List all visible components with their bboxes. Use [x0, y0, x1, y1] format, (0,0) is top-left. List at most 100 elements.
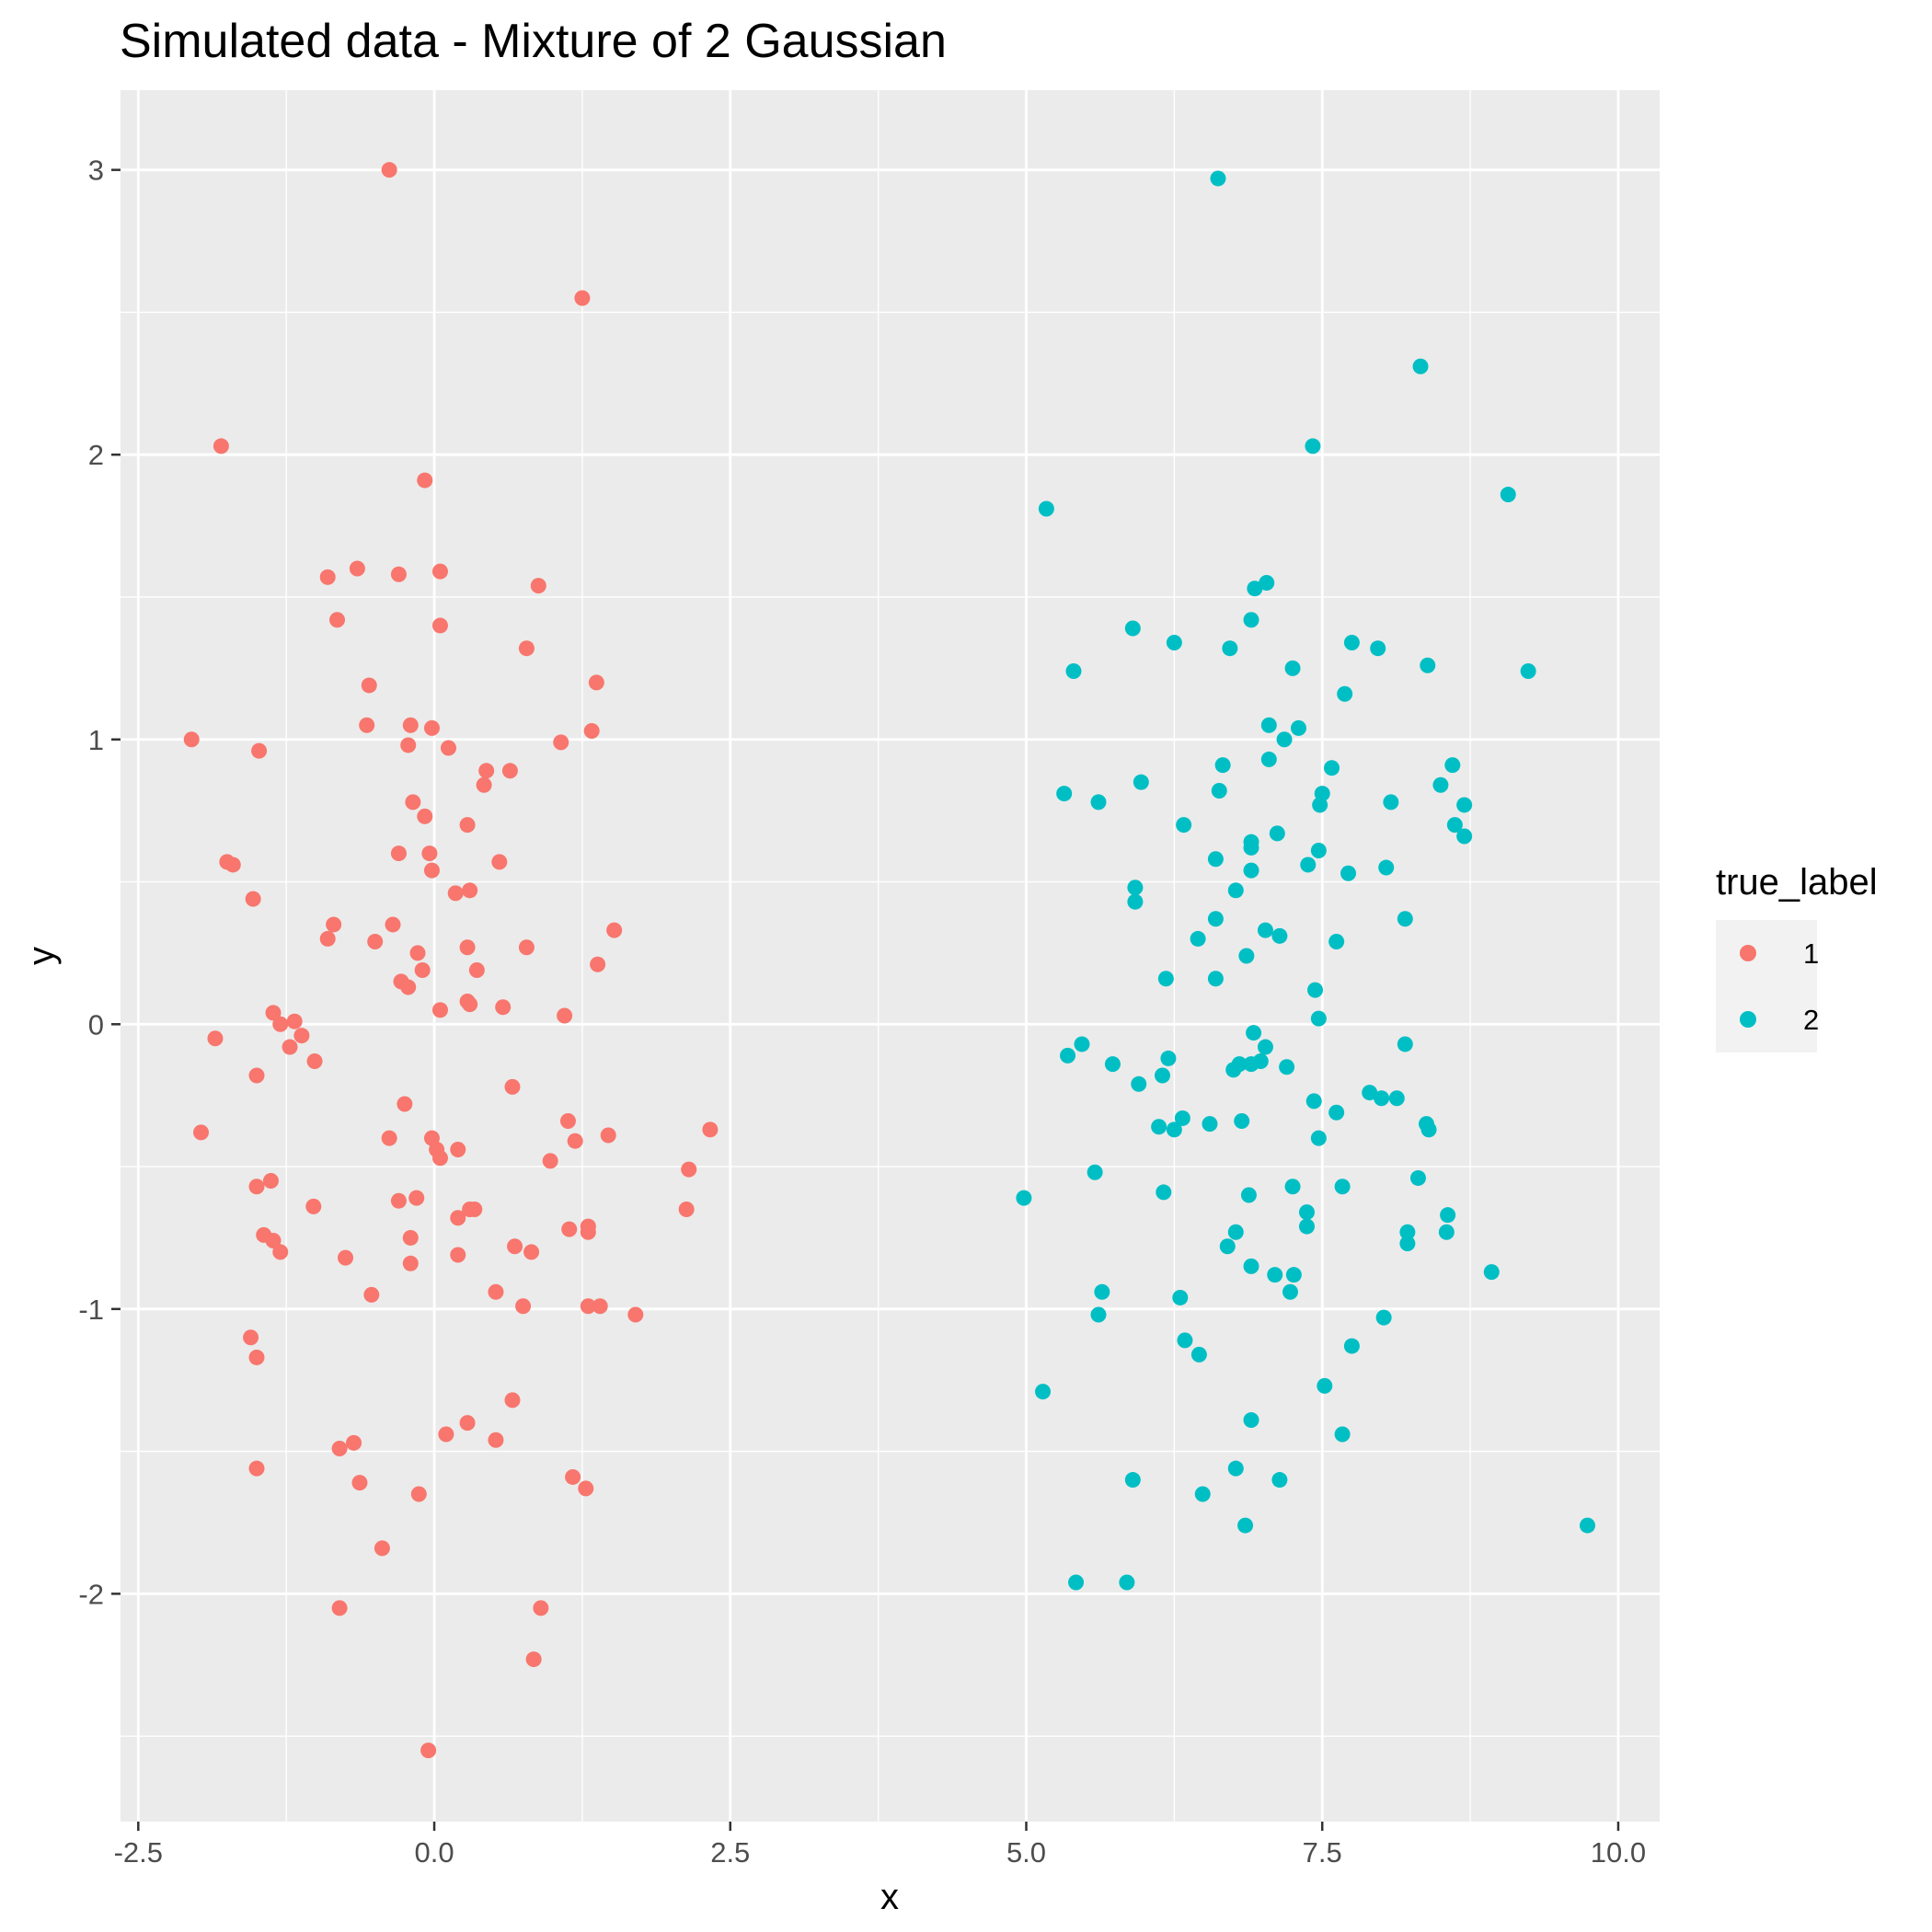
- point-series-1: [272, 1016, 289, 1032]
- legend-label-1: 1: [1803, 937, 1819, 970]
- point-series-1: [588, 674, 604, 691]
- point-series-2: [1035, 1384, 1052, 1400]
- point-series-1: [600, 1127, 616, 1144]
- point-series-2: [1174, 1110, 1190, 1126]
- point-series-1: [286, 1013, 303, 1029]
- point-series-2: [1238, 948, 1255, 964]
- point-series-1: [491, 854, 508, 870]
- point-series-2: [1440, 1207, 1456, 1224]
- point-series-1: [553, 734, 569, 751]
- point-series-2: [1378, 859, 1395, 876]
- point-series-1: [578, 1480, 594, 1497]
- point-series-2: [1310, 1130, 1327, 1146]
- point-series-2: [1375, 1309, 1392, 1326]
- point-series-2: [1160, 1050, 1177, 1066]
- point-series-1: [306, 1053, 323, 1070]
- point-series-1: [243, 1329, 259, 1346]
- point-series-2: [1438, 1224, 1455, 1240]
- point-series-2: [1412, 358, 1429, 374]
- point-series-1: [346, 1434, 362, 1451]
- point-series-2: [1243, 1056, 1259, 1073]
- point-series-2: [1119, 1574, 1135, 1591]
- point-series-1: [193, 1124, 210, 1141]
- plot-panel: [121, 90, 1660, 1822]
- point-series-2: [1207, 971, 1224, 987]
- point-series-1: [245, 891, 261, 907]
- point-series-2: [1298, 1218, 1315, 1235]
- point-series-1: [423, 862, 440, 879]
- point-series-1: [282, 1039, 298, 1055]
- point-series-2: [1257, 1039, 1273, 1055]
- point-series-2: [1222, 640, 1238, 657]
- point-series-1: [557, 1007, 573, 1024]
- point-series-2: [1068, 1574, 1085, 1591]
- point-series-1: [351, 1475, 368, 1491]
- point-series-2: [1383, 794, 1399, 811]
- point-series-2: [1260, 751, 1277, 767]
- point-series-1: [402, 1255, 419, 1271]
- x-tick-label: 5.0: [1006, 1836, 1046, 1869]
- point-series-2: [1312, 797, 1328, 813]
- point-series-1: [293, 1028, 310, 1044]
- point-series-2: [1227, 1224, 1244, 1240]
- point-series-2: [1388, 1090, 1405, 1107]
- point-series-2: [1124, 620, 1141, 637]
- point-series-2: [1094, 1283, 1110, 1300]
- point-series-1: [420, 1742, 437, 1759]
- point-series-2: [1131, 1075, 1147, 1092]
- point-series-2: [1166, 1121, 1182, 1138]
- point-series-1: [476, 776, 492, 793]
- point-series-1: [678, 1201, 695, 1217]
- point-series-1: [374, 1540, 390, 1557]
- point-series-2: [1065, 662, 1082, 679]
- point-series-2: [1370, 640, 1386, 657]
- point-series-2: [1243, 1258, 1259, 1274]
- point-series-2: [1300, 857, 1317, 873]
- point-series-2: [1267, 1267, 1283, 1283]
- point-series-2: [1399, 1224, 1416, 1240]
- point-series-2: [1340, 865, 1357, 881]
- point-series-2: [1446, 817, 1463, 834]
- legend-key-2: [1740, 1011, 1756, 1028]
- point-series-2: [1016, 1190, 1032, 1206]
- point-series-2: [1271, 927, 1288, 944]
- point-series-2: [1154, 1067, 1170, 1084]
- point-series-2: [1456, 828, 1473, 845]
- point-series-2: [1166, 635, 1182, 651]
- point-series-2: [1207, 911, 1224, 927]
- point-series-1: [248, 1179, 265, 1195]
- point-series-1: [272, 1244, 289, 1260]
- point-series-2: [1227, 882, 1244, 899]
- point-series-1: [565, 1468, 581, 1485]
- point-series-2: [1104, 1056, 1121, 1073]
- y-tick-label: 2: [88, 439, 104, 471]
- point-series-1: [431, 617, 448, 634]
- point-series-2: [1214, 757, 1231, 774]
- point-series-2: [1074, 1036, 1090, 1052]
- grid-minor: [121, 90, 1660, 1822]
- point-series-1: [459, 994, 476, 1010]
- grid-major: [121, 90, 1660, 1822]
- point-series-1: [459, 939, 476, 956]
- point-series-1: [450, 1247, 466, 1263]
- point-series-1: [592, 1298, 608, 1315]
- point-series-2: [1520, 662, 1536, 679]
- point-series-2: [1257, 922, 1273, 938]
- point-series-2: [1090, 794, 1107, 811]
- point-series-1: [459, 817, 476, 834]
- point-series-2: [1060, 1047, 1076, 1064]
- point-series-2: [1310, 842, 1327, 858]
- point-series-1: [518, 939, 535, 956]
- point-series-2: [1343, 1338, 1360, 1354]
- point-series-1: [329, 612, 346, 628]
- point-series-2: [1210, 170, 1226, 187]
- point-series-2: [1243, 862, 1259, 879]
- point-series-2: [1305, 1093, 1322, 1110]
- chart-title: Simulated data - Mixture of 2 Gaussian: [120, 15, 947, 68]
- point-series-1: [405, 794, 421, 811]
- point-series-1: [363, 1286, 380, 1303]
- point-series-2: [1271, 1472, 1288, 1489]
- point-series-1: [580, 1298, 596, 1315]
- point-series-1: [606, 922, 623, 938]
- legend-key-background: [1716, 920, 1817, 1052]
